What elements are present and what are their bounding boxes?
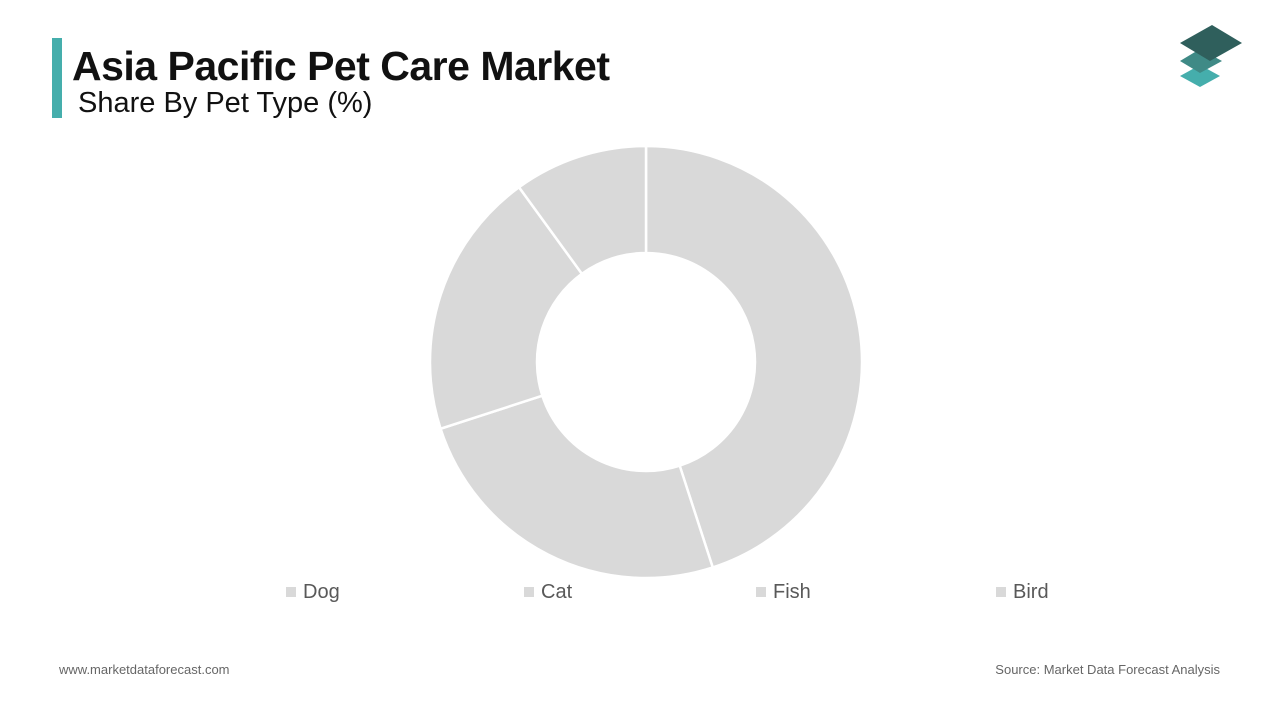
legend-label-cat: Cat <box>541 581 573 603</box>
legend-item-cat: Cat <box>524 580 572 604</box>
chart-subtitle: Share By Pet Type (%) <box>78 87 373 119</box>
legend-label-fish: Fish <box>773 581 811 603</box>
logo-layer-bottom <box>1180 65 1220 87</box>
legend-swatch-cat <box>524 587 534 597</box>
legend-label-bird: Bird <box>1013 581 1049 603</box>
logo-layer-top <box>1180 25 1242 61</box>
logo-layer-middle <box>1180 49 1222 73</box>
legend-swatch-fish <box>756 587 766 597</box>
title-accent-bar <box>52 38 62 118</box>
donut-slice-cat <box>438 394 715 580</box>
chart-title: Asia Pacific Pet Care Market <box>72 43 610 89</box>
donut-slice-fish <box>428 185 584 431</box>
donut-slices <box>428 144 864 580</box>
legend-swatch-bird <box>996 587 1006 597</box>
legend-item-bird: Bird <box>996 580 1049 604</box>
legend-swatch-dog <box>286 587 296 597</box>
stacked-layers-logo-icon <box>1180 25 1242 87</box>
legend-item-fish: Fish <box>756 580 811 604</box>
footer-source: Source: Market Data Forecast Analysis <box>995 662 1220 677</box>
footer-website: www.marketdataforecast.com <box>59 662 230 677</box>
legend-item-dog: Dog <box>286 580 340 604</box>
legend-label-dog: Dog <box>303 581 340 603</box>
donut-slice-bird <box>517 144 648 276</box>
donut-slice-dog <box>644 144 864 570</box>
